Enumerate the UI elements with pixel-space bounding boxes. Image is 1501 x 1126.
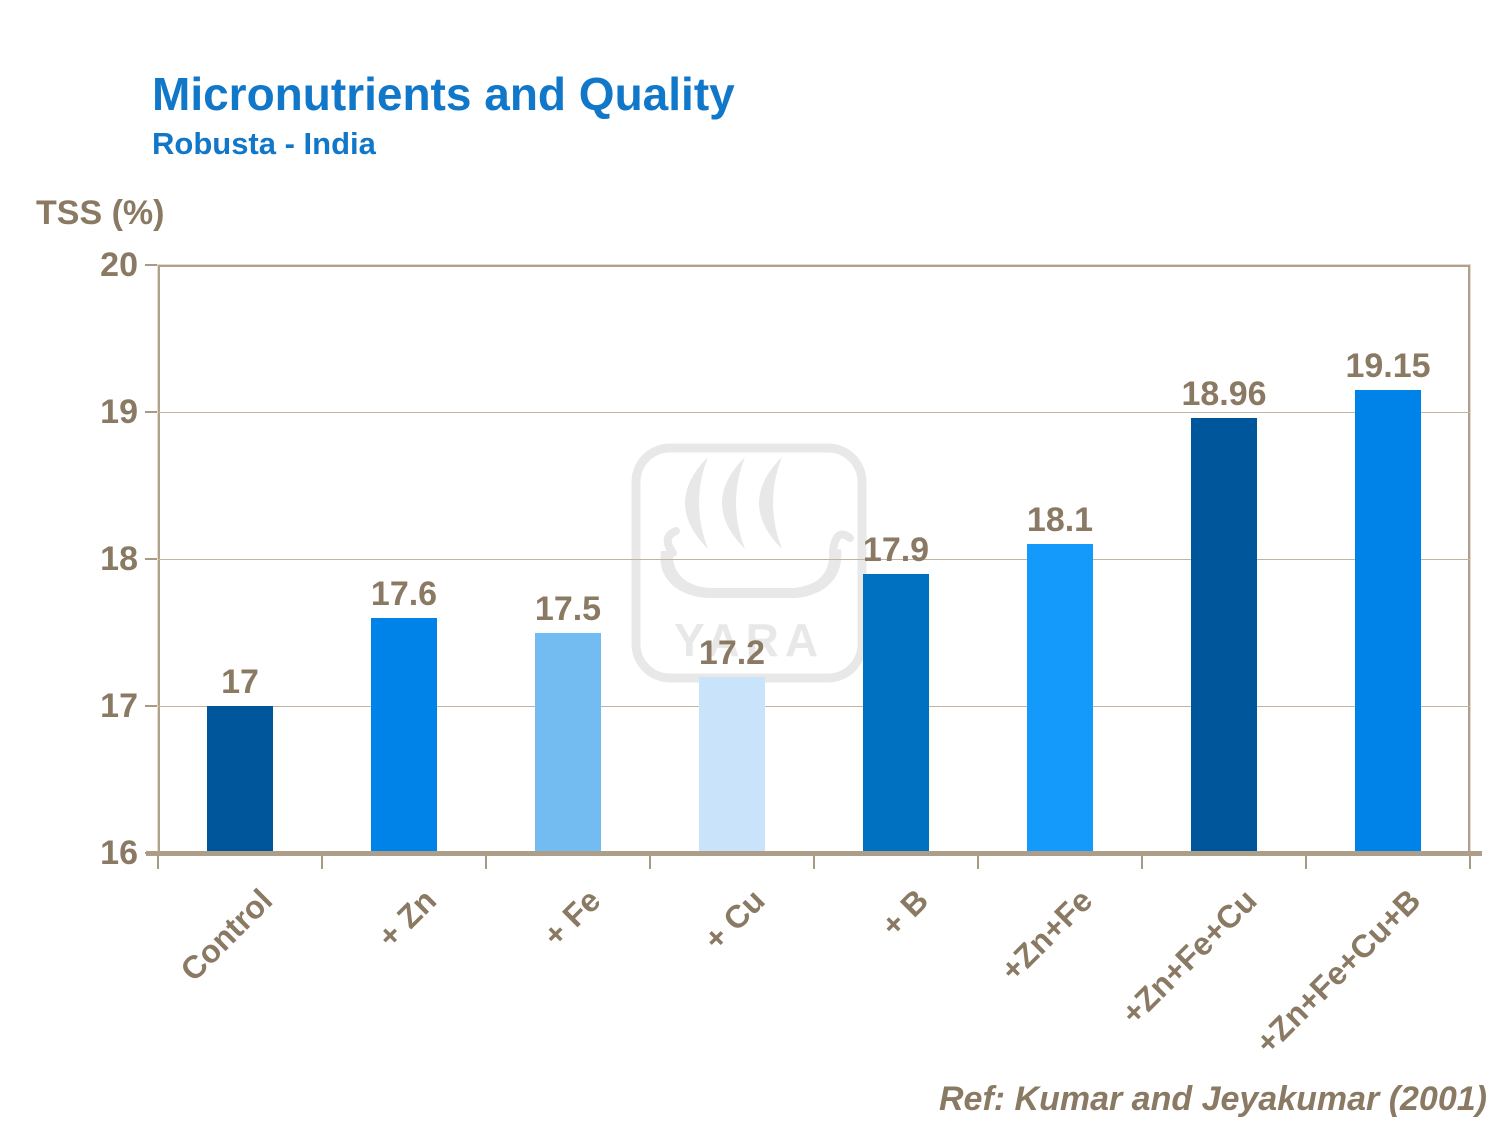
y-axis-title: TSS (%) xyxy=(36,194,165,232)
y-tick-label-17: 17 xyxy=(100,687,138,725)
x-tick-mark-6 xyxy=(1141,856,1143,869)
x-category-label-zn-fe-cu: +Zn+Fe+Cu xyxy=(1114,882,1264,1032)
x-tick-mark-5 xyxy=(977,856,979,869)
bar-b xyxy=(863,573,929,851)
value-label-zn: 17.6 xyxy=(370,574,438,613)
x-tick-mark-0 xyxy=(157,856,159,869)
x-tick-mark-2 xyxy=(485,856,487,869)
x-category-label-b: + B xyxy=(874,882,936,944)
x-tick-mark-4 xyxy=(813,856,815,869)
x-tick-mark-1 xyxy=(321,856,323,869)
bar-cu xyxy=(699,676,765,851)
gridline-y-19 xyxy=(158,412,1470,413)
gridline-y-18 xyxy=(158,559,1470,560)
y-tick-mark-17 xyxy=(145,705,157,707)
y-tick-label-19: 19 xyxy=(100,393,138,431)
reference-citation: Ref: Kumar and Jeyakumar (2001) xyxy=(938,1080,1487,1118)
x-category-label-fe: + Fe xyxy=(536,882,608,954)
x-tick-mark-8 xyxy=(1469,856,1471,869)
x-category-label-control: Control xyxy=(173,882,280,988)
ship-hull-icon xyxy=(660,527,854,598)
bar-fe xyxy=(535,632,601,851)
value-label-zn-fe-cu-b: 19.15 xyxy=(1345,346,1431,385)
gridline-y-17 xyxy=(158,706,1470,707)
x-tick-mark-7 xyxy=(1305,856,1307,869)
y-tick-label-16: 16 xyxy=(100,834,138,872)
chart-subtitle: Robusta - India xyxy=(152,126,376,161)
bar-zn-fe-cu-b xyxy=(1355,389,1421,851)
ship-sails-icon xyxy=(685,457,782,549)
value-label-fe: 17.5 xyxy=(534,589,602,628)
value-label-control: 17 xyxy=(221,663,259,701)
x-category-label-zn-fe-cu-b: +Zn+Fe+Cu+B xyxy=(1248,882,1428,1061)
bar-zn-fe xyxy=(1027,544,1093,851)
x-category-label-zn-fe: +Zn+Fe xyxy=(993,882,1100,988)
value-label-zn-fe-cu: 18.96 xyxy=(1181,374,1267,413)
y-tick-label-20: 20 xyxy=(100,246,138,284)
y-tick-mark-18 xyxy=(145,558,157,560)
value-label-b: 17.9 xyxy=(862,530,930,569)
y-tick-mark-20 xyxy=(145,264,157,266)
value-label-zn-fe: 18.1 xyxy=(1026,501,1094,540)
bar-zn-fe-cu xyxy=(1191,417,1257,851)
value-label-cu: 17.2 xyxy=(698,633,766,672)
watermark-text: YARA xyxy=(674,614,824,666)
chart-title: Micronutrients and Quality xyxy=(152,68,735,120)
x-category-label-cu: + Cu xyxy=(696,882,772,958)
x-axis-baseline xyxy=(146,851,1482,856)
x-category-label-zn: + Zn xyxy=(370,882,444,955)
y-tick-mark-16 xyxy=(145,852,157,854)
bar-zn xyxy=(371,617,437,851)
y-tick-mark-19 xyxy=(145,411,157,413)
y-tick-label-18: 18 xyxy=(100,540,138,578)
bar-control xyxy=(207,706,273,851)
x-tick-mark-3 xyxy=(649,856,651,869)
